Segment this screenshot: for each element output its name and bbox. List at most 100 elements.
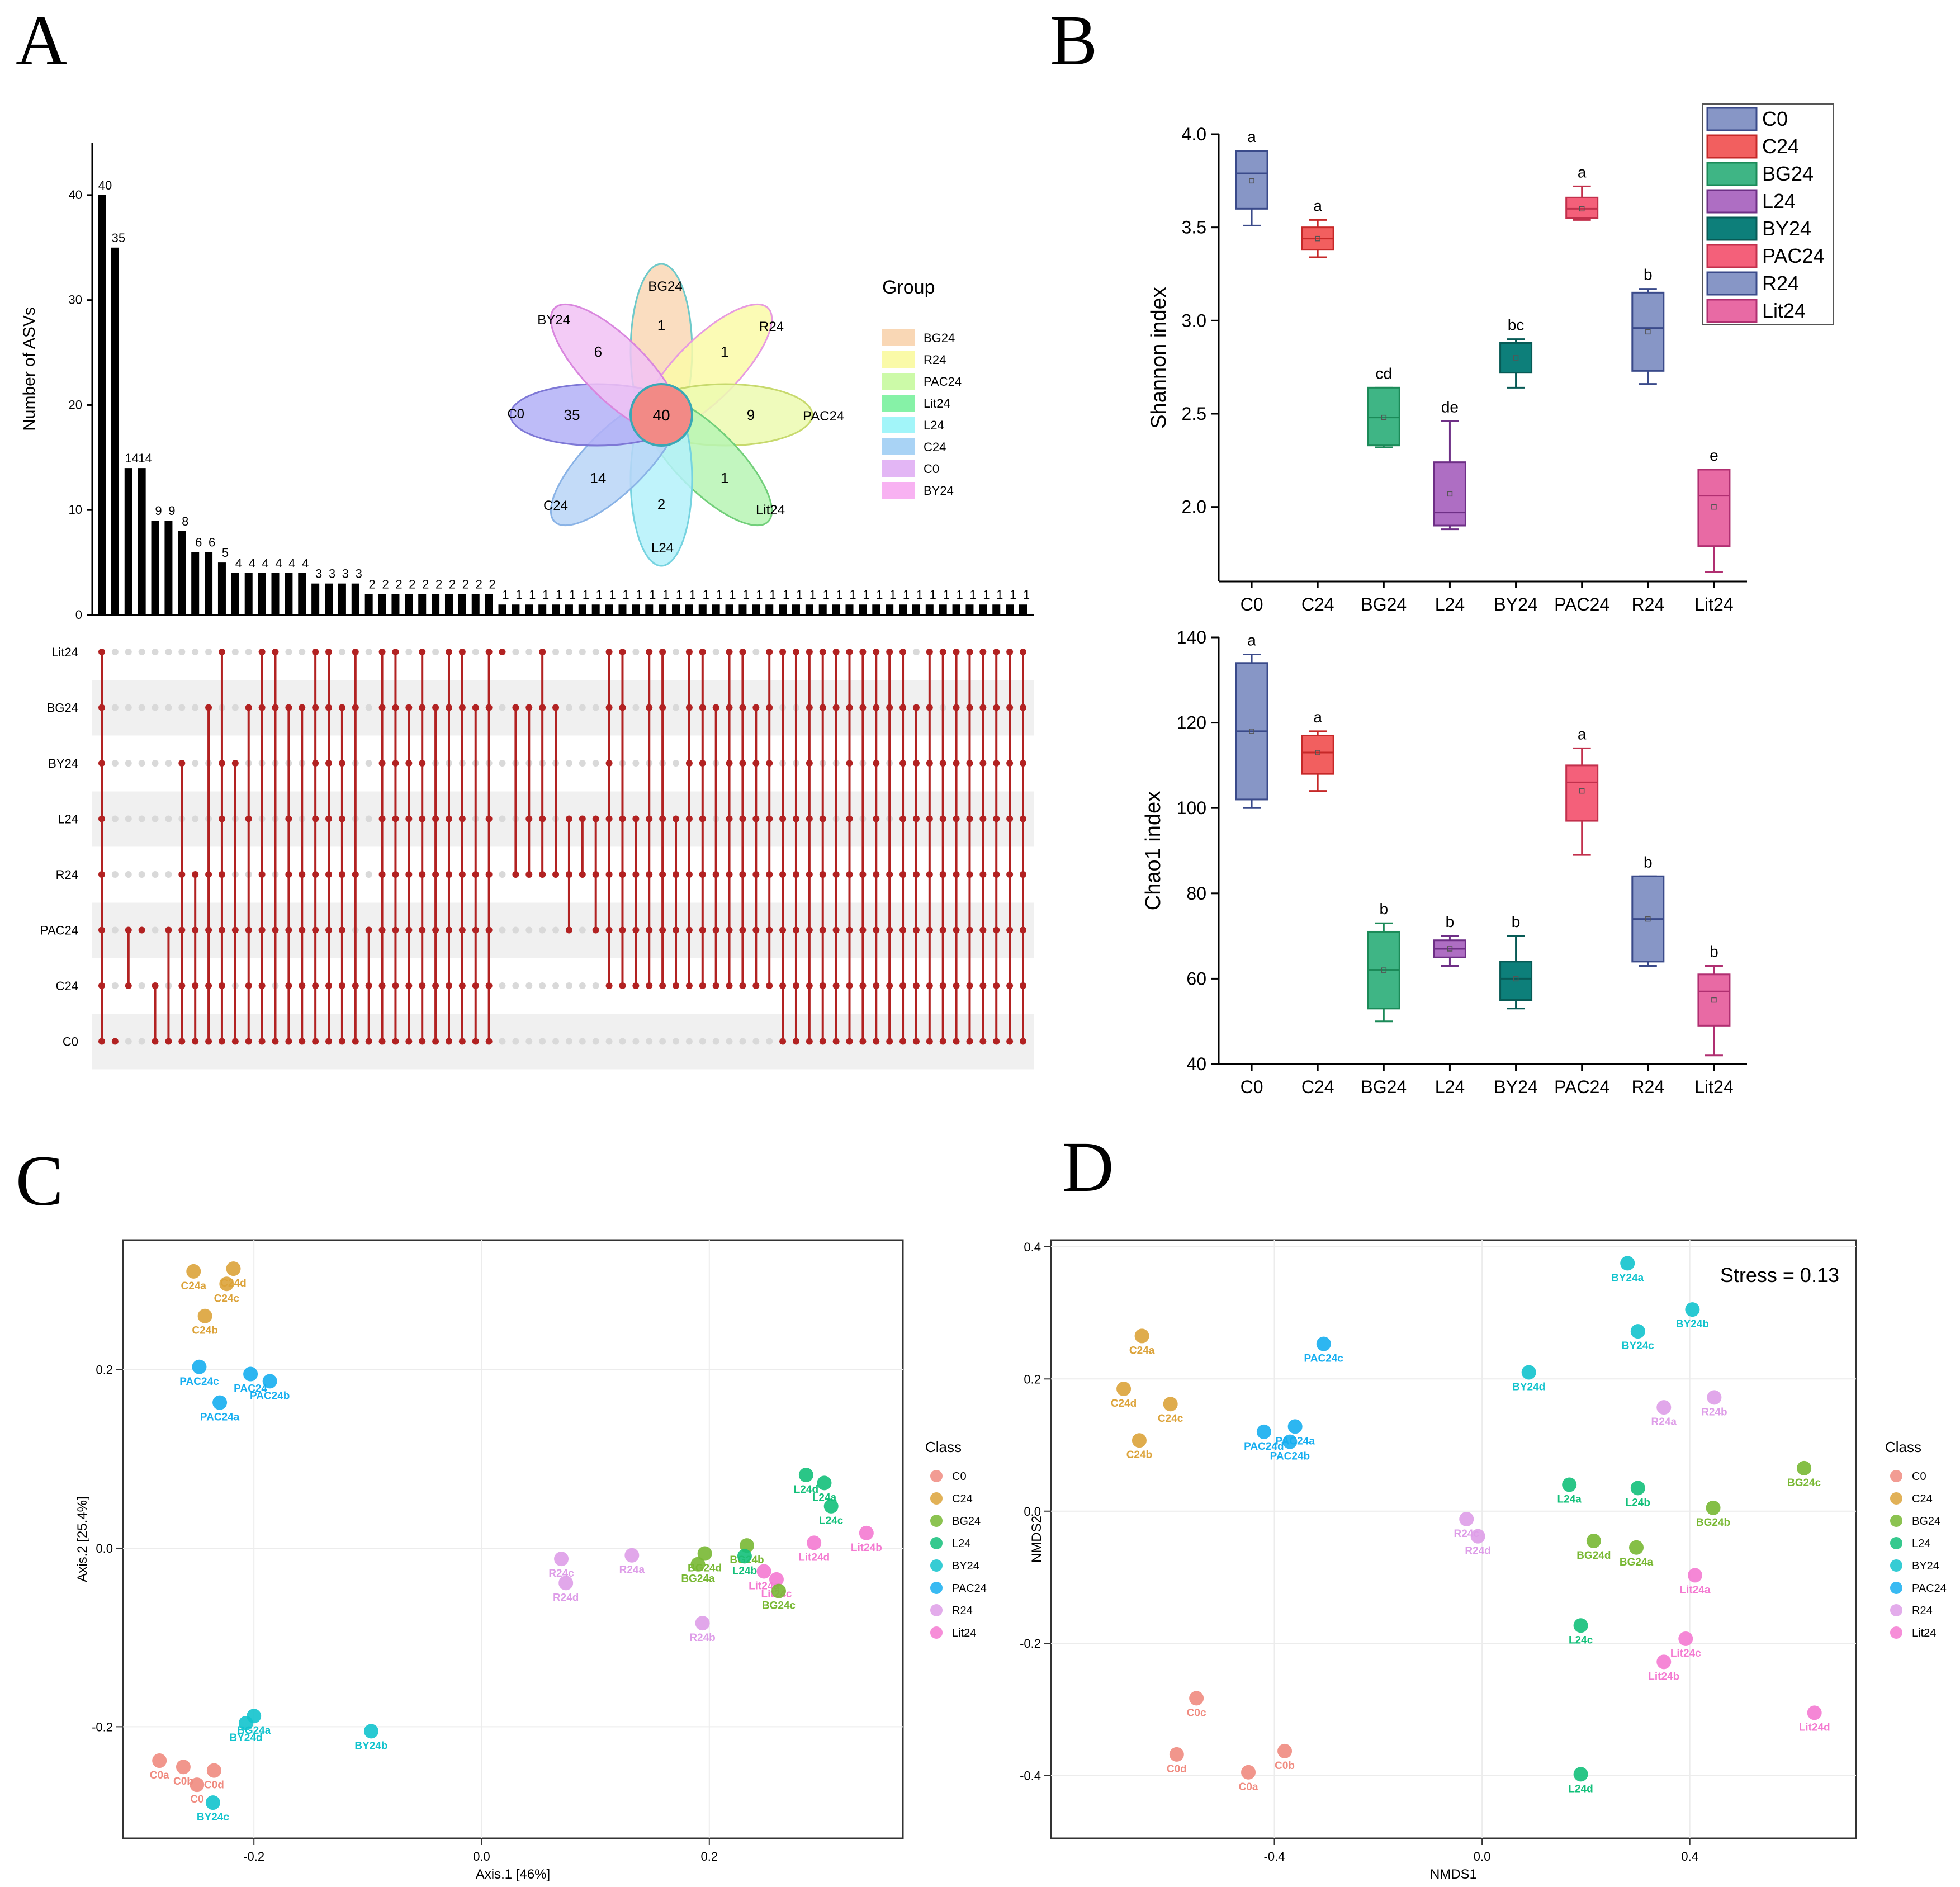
venn-legend-swatch bbox=[882, 395, 915, 412]
point-label: C24c bbox=[214, 1293, 240, 1304]
venn-legend-label: C0 bbox=[924, 462, 939, 476]
set-name-label: Lit24 bbox=[51, 645, 78, 659]
venn-petal-count: 1 bbox=[657, 317, 665, 334]
point-label: BG24c bbox=[762, 1600, 796, 1612]
data-point bbox=[238, 1715, 253, 1730]
matrix-dot-inactive bbox=[299, 649, 306, 655]
data-point bbox=[1573, 1618, 1588, 1633]
legend-label: R24 bbox=[1912, 1605, 1933, 1617]
data-point bbox=[1134, 1328, 1149, 1344]
y-tick-label: 0.2 bbox=[1024, 1372, 1041, 1386]
intersection-bar bbox=[618, 604, 627, 615]
bar-value-label: 1 bbox=[529, 588, 536, 602]
venn-petal-name: C0 bbox=[507, 406, 524, 422]
matrix-dot-inactive bbox=[138, 649, 145, 655]
x-tick-label: BG24 bbox=[1361, 1077, 1407, 1097]
venn-legend-swatch bbox=[882, 482, 915, 499]
data-point bbox=[1656, 1654, 1672, 1670]
intersection-bar bbox=[405, 594, 413, 615]
legend-label: BG24 bbox=[1912, 1515, 1940, 1527]
data-point bbox=[798, 1468, 813, 1483]
x-tick-label: 0.4 bbox=[1681, 1850, 1698, 1864]
data-point bbox=[771, 1583, 787, 1598]
legend-label: BY24 bbox=[1762, 217, 1811, 240]
bar-value-label: 4 bbox=[249, 556, 255, 570]
intersection-bar bbox=[752, 604, 760, 615]
point-label: BY24d bbox=[229, 1732, 262, 1744]
y-tick-label: 0 bbox=[75, 608, 82, 622]
panel-label-a: A bbox=[16, 1, 67, 80]
venn-legend-label: Lit24 bbox=[924, 396, 950, 410]
legend-marker bbox=[930, 1559, 943, 1572]
x-tick-label: -0.4 bbox=[1264, 1850, 1285, 1864]
significance-letter: b bbox=[1644, 266, 1653, 283]
matrix-dot-inactive bbox=[525, 982, 533, 989]
matrix-dot-inactive bbox=[632, 1038, 640, 1045]
matrix-dot-inactive bbox=[405, 649, 413, 655]
venn-center bbox=[629, 383, 693, 447]
x-tick-label: C24 bbox=[1301, 1077, 1334, 1097]
intersection-bar bbox=[965, 604, 974, 615]
bar-value-label: 1 bbox=[742, 588, 749, 602]
matrix-dot-inactive bbox=[525, 1038, 533, 1045]
matrix-dot-inactive bbox=[565, 649, 572, 655]
legend-marker bbox=[1890, 1470, 1902, 1482]
y-tick-label: 80 bbox=[1186, 883, 1206, 904]
bar-value-label: 1 bbox=[622, 588, 629, 602]
data-point bbox=[206, 1763, 221, 1778]
point-label: BY24b bbox=[1676, 1318, 1709, 1330]
point-label: L24a bbox=[1557, 1493, 1582, 1505]
x-axis-title: NMDS1 bbox=[1430, 1867, 1477, 1882]
y-tick-label: 0.4 bbox=[1024, 1240, 1041, 1254]
intersection-bar bbox=[886, 604, 894, 615]
point-label: C24d bbox=[1111, 1398, 1137, 1410]
point-label: R24b bbox=[689, 1632, 715, 1644]
point-label: BY24d bbox=[1512, 1381, 1545, 1393]
intersection-bar bbox=[124, 468, 132, 615]
box bbox=[1631, 291, 1665, 372]
legend-label: C24 bbox=[1762, 135, 1799, 158]
point-label: R24d bbox=[553, 1592, 579, 1604]
matrix-dot-inactive bbox=[165, 760, 172, 767]
bar-value-label: 1 bbox=[876, 588, 883, 602]
matrix-dot-inactive bbox=[525, 649, 533, 655]
matrix-dot-inactive bbox=[499, 815, 506, 822]
intersection-bar bbox=[712, 604, 720, 615]
matrix-dot-inactive bbox=[726, 1038, 733, 1045]
legend-label: C24 bbox=[1912, 1493, 1933, 1505]
matrix-dot-inactive bbox=[752, 649, 760, 655]
matrix-dot-inactive bbox=[111, 649, 119, 655]
y-tick-label: 30 bbox=[69, 293, 82, 307]
point-label: C24b bbox=[1126, 1449, 1152, 1461]
intersection-bar bbox=[939, 604, 947, 615]
plot-frame bbox=[1050, 1239, 1857, 1839]
x-tick-label: BY24 bbox=[1494, 594, 1537, 614]
point-label: PAC24b bbox=[1270, 1451, 1310, 1463]
point-label: C0d bbox=[1167, 1763, 1187, 1775]
y-tick-label: 100 bbox=[1177, 798, 1206, 818]
matrix-dot-inactive bbox=[165, 649, 172, 655]
bar-value-label: 3 bbox=[315, 567, 322, 581]
intersection-bar bbox=[325, 583, 333, 615]
data-point bbox=[205, 1795, 220, 1810]
intersection-bar bbox=[925, 604, 934, 615]
venn-petal-count: 14 bbox=[590, 470, 606, 486]
intersection-bar bbox=[605, 604, 613, 615]
y-axis-title: NMDS2 bbox=[1029, 1516, 1044, 1563]
matrix-dot-inactive bbox=[125, 649, 132, 655]
matrix-dot-inactive bbox=[152, 760, 159, 767]
data-point bbox=[197, 1308, 212, 1323]
venn-legend-swatch bbox=[882, 329, 915, 346]
matrix-dot-inactive bbox=[138, 871, 145, 878]
bar-value-label: 1 bbox=[903, 588, 910, 602]
data-point bbox=[1459, 1511, 1474, 1526]
bar-value-label: 1 bbox=[823, 588, 830, 602]
data-point bbox=[190, 1777, 205, 1793]
bar-value-label: 1 bbox=[676, 588, 683, 602]
intersection-bar bbox=[698, 604, 707, 615]
point-label: L24d bbox=[1568, 1783, 1593, 1795]
intersection-bar bbox=[779, 604, 787, 615]
data-point bbox=[737, 1549, 752, 1564]
mean-marker bbox=[1249, 729, 1254, 734]
point-label: BY24c bbox=[1622, 1340, 1655, 1352]
